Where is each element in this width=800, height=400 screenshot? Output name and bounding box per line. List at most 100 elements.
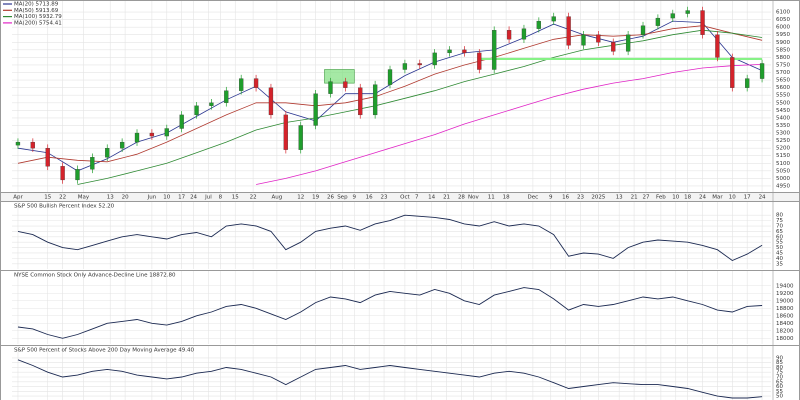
candle-body	[268, 87, 274, 116]
y-tick-label: 55	[776, 389, 783, 395]
candle-body	[417, 63, 422, 66]
x-tick-label: 17	[178, 195, 185, 201]
x-tick-label: 27	[642, 195, 649, 201]
y-tick-label: 6100	[776, 10, 790, 16]
candle-body	[298, 125, 303, 150]
x-tick-label: 10	[163, 195, 170, 201]
panel-title: NYSE Common Stock Only Advance-Decline L…	[14, 273, 176, 279]
x-tick-label: Aug	[272, 195, 283, 201]
y-tick-label: 18200	[776, 328, 794, 334]
indicator-line	[17, 359, 763, 399]
y-tick-label: 5050	[776, 168, 790, 174]
x-tick-label: Mar	[712, 195, 723, 201]
candle-body	[715, 34, 720, 58]
candle-body	[462, 49, 467, 54]
x-tick-label: 13	[107, 195, 114, 201]
candle-body	[209, 102, 214, 106]
candle-body	[179, 114, 184, 129]
y-tick-label: 65	[776, 379, 783, 385]
candle-body	[283, 114, 288, 150]
y-tick-label: 55	[776, 240, 783, 246]
y-tick-label: 5550	[776, 93, 790, 99]
y-tick-label: 5350	[776, 123, 790, 129]
candle-body	[45, 148, 50, 167]
indicator-line	[17, 287, 763, 339]
candle-body	[328, 81, 333, 94]
y-tick-label: 5650	[776, 78, 790, 84]
y-tick-label: 18800	[776, 306, 794, 312]
candle-body	[134, 132, 140, 143]
candle-body	[75, 169, 80, 181]
candle-body	[372, 84, 378, 116]
x-tick-label: 8	[219, 195, 223, 201]
y-tick-label: 19200	[776, 291, 794, 297]
candle-body	[343, 81, 348, 88]
y-tick-label: 5850	[776, 47, 790, 53]
x-tick-label: 10	[672, 195, 679, 201]
candle-body	[239, 78, 244, 91]
x-tick-label: Jun	[147, 195, 157, 201]
legend-label: MA(200) 5754.41	[14, 20, 62, 26]
panel-title: S&P 500 Percent of Stocks Above 200 Day …	[14, 348, 194, 354]
x-tick-label: 24	[699, 195, 706, 201]
x-tick-label: 21	[631, 195, 638, 201]
candle-body	[566, 16, 571, 46]
y-tick-label: 5700	[776, 70, 790, 76]
candle-body	[551, 16, 556, 22]
candle-body	[194, 105, 199, 116]
x-tick-label: 17	[744, 195, 751, 201]
candle-body	[477, 52, 482, 70]
highlight-box	[324, 69, 355, 84]
candle-body	[596, 34, 601, 43]
x-tick-label: 19	[312, 195, 319, 201]
y-tick-label: 45	[776, 250, 783, 256]
candle-body	[402, 63, 408, 70]
y-tick-label: 5950	[776, 32, 790, 38]
x-tick-label: 7	[415, 195, 419, 201]
y-tick-label: 75	[776, 218, 783, 224]
x-tick-label: 16	[366, 195, 373, 201]
y-tick-label: 5900	[776, 40, 790, 46]
x-tick-label: 28	[458, 195, 465, 201]
y-tick-label: 5800	[776, 55, 790, 61]
y-tick-label: 5000	[776, 176, 790, 182]
candle-body	[253, 78, 259, 88]
y-tick-label: 50	[776, 394, 783, 400]
y-tick-label: 6050	[776, 17, 790, 23]
moving-average-line	[256, 64, 763, 185]
legend-label: MA(100) 5932.79	[14, 14, 62, 20]
y-tick-label: 65	[776, 229, 783, 235]
candle-body	[700, 10, 705, 35]
y-tick-label: 85	[776, 360, 783, 366]
x-tick-label: May	[78, 195, 90, 201]
candle-body	[521, 28, 527, 40]
x-tick-label: 22	[250, 195, 257, 201]
y-tick-label: 5750	[776, 62, 790, 68]
y-tick-label: 18600	[776, 313, 794, 319]
x-tick-label: 20	[122, 195, 129, 201]
x-tick-label: 26	[327, 195, 334, 201]
x-tick-label: Feb	[656, 195, 666, 201]
candle-body	[15, 141, 21, 146]
x-tick-label: 15	[232, 195, 239, 201]
candle-body	[625, 34, 631, 52]
x-tick-label: 23	[381, 195, 388, 201]
candle-body	[506, 30, 512, 40]
candle-body	[759, 63, 765, 79]
legend-label: MA(20) 5713.89	[14, 2, 59, 8]
panel-title: S&P 500 Bullish Percent Index 52.20	[14, 204, 115, 210]
y-tick-label: 60	[776, 234, 783, 240]
x-tick-label: 2025	[591, 195, 605, 201]
x-tick-label: 10	[729, 195, 736, 201]
y-tick-label: 5300	[776, 131, 790, 137]
y-tick-label: 70	[776, 224, 783, 230]
y-tick-label: 19000	[776, 298, 794, 304]
moving-average-line	[77, 29, 763, 185]
x-tick-label: 11	[488, 195, 495, 201]
y-tick-label: 5400	[776, 115, 790, 121]
candle-body	[149, 132, 155, 137]
candle-body	[492, 30, 497, 70]
candle-body	[536, 20, 541, 29]
y-tick-label: 5600	[776, 85, 790, 91]
